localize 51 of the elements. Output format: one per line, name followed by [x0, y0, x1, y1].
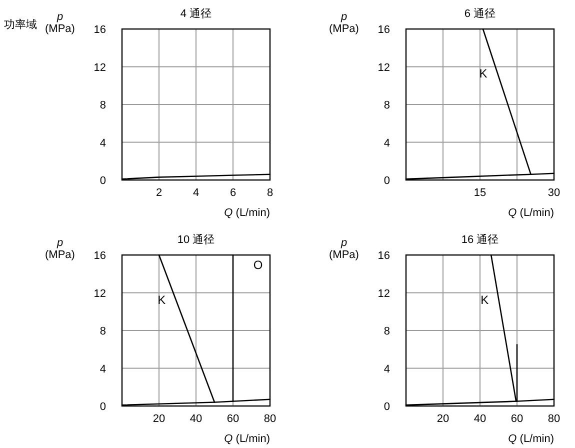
y-tick-label: 16: [94, 250, 106, 262]
y-tick-label: 12: [94, 288, 106, 300]
chart-title: 4 通径: [180, 7, 212, 20]
x-axis-title: Q (L/min): [224, 207, 270, 219]
x-tick-label: 20: [436, 413, 450, 425]
x-tick-label: 40: [190, 413, 202, 425]
series-label: K: [480, 292, 489, 307]
x-tick-label: 2: [156, 187, 162, 199]
y-tick-label: 4: [100, 363, 106, 376]
x-tick-label: 4: [192, 187, 200, 199]
x-tick-label: 60: [510, 413, 524, 425]
y-tick-label: 0: [100, 401, 106, 413]
y-axis-title: p (MPa): [45, 237, 75, 261]
y-tick-label: 0: [384, 175, 390, 187]
y-tick-label: 4: [384, 363, 390, 376]
y-tick-label: 12: [378, 288, 390, 300]
text: 功率域: [4, 18, 37, 31]
x-tick-label: 20: [152, 413, 166, 425]
chart-title: 16 通径: [461, 233, 499, 246]
y-tick-label: 12: [378, 62, 390, 74]
y-tick-label: 16: [378, 24, 390, 36]
y-tick-label: 8: [100, 100, 106, 112]
x-axis-title: Q (L/min): [508, 433, 554, 445]
y-tick-label: 8: [384, 326, 390, 338]
x-tick-label: 60: [226, 413, 240, 425]
y-tick-label: 4: [384, 137, 390, 150]
x-axis-title: Q (L/min): [508, 207, 554, 219]
y-tick-label: 12: [94, 62, 106, 74]
y-tick-label: 0: [384, 401, 390, 413]
y-axis-title: p (MPa): [329, 237, 359, 261]
x-tick-label: 80: [548, 413, 560, 425]
y-axis-title: p (MPa): [329, 11, 359, 35]
y-tick-label: 8: [100, 326, 106, 338]
x-tick-label: 8: [266, 187, 274, 199]
chart-title: 10 通径: [177, 233, 215, 246]
y-tick-label: 16: [94, 24, 106, 36]
x-tick-label: 80: [264, 413, 276, 425]
series-label: K: [158, 293, 166, 308]
chart-title: 6 通径: [464, 7, 496, 20]
x-tick-label: 30: [548, 187, 560, 199]
y-tick-label: 16: [378, 250, 390, 262]
x-axis-title: Q (L/min): [224, 433, 270, 445]
series-label: O: [253, 258, 263, 272]
y-tick-label: 4: [100, 137, 106, 150]
x-tick-label: 40: [474, 413, 486, 425]
y-tick-label: 0: [100, 175, 106, 187]
x-tick-label: 15: [474, 187, 486, 199]
y-tick-label: 8: [384, 100, 390, 112]
series-label: K: [479, 66, 488, 81]
y-axis-title: p (MPa): [45, 11, 75, 35]
x-tick-label: 6: [230, 187, 236, 199]
